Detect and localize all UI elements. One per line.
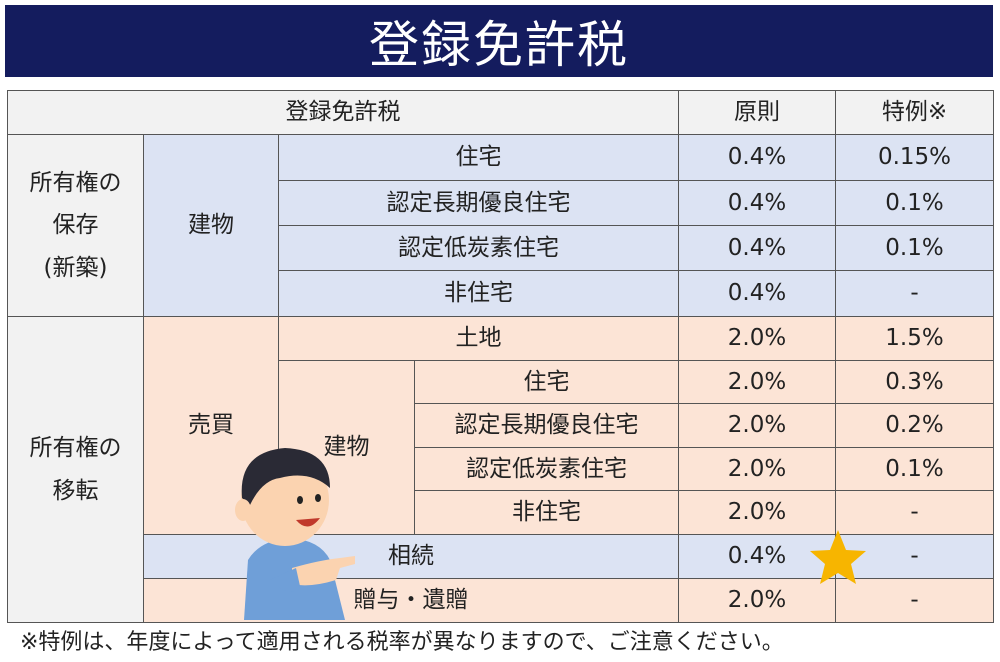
base-rate: 0.4% (678, 180, 836, 226)
item-cell-text: 非住宅 (444, 280, 513, 307)
item-cell-text: 相続 (388, 543, 434, 570)
item-cell-text: 住宅 (455, 144, 502, 171)
header-cell-text: 特例※ (881, 99, 948, 126)
base-rate: 0.4% (678, 270, 836, 317)
group-label-text: 所有権の (29, 434, 122, 461)
base-rate-text: 0.4% (727, 189, 787, 216)
sub-group-text: 建物 (323, 434, 370, 461)
header-cell: 原則 (678, 90, 836, 135)
base-rate-text: 0.4% (727, 144, 787, 171)
title: 登録免許税 (369, 16, 629, 74)
special-rate-text: - (910, 499, 919, 526)
base-rate-text: 0.4% (727, 543, 787, 570)
item-cell-text: 認定長期優良住宅 (386, 189, 571, 216)
base-rate: 0.4% (678, 134, 836, 181)
base-rate-text: 2.0% (727, 455, 787, 482)
special-rate-text: - (910, 587, 919, 614)
sub-group-text: 売買 (188, 412, 234, 439)
header-cell-text: 原則 (734, 99, 780, 126)
special-rate-text: 0.1% (885, 234, 944, 261)
star (810, 530, 866, 584)
group-label-text: 所有権の (29, 169, 122, 196)
special-rate: 0.1% (835, 180, 994, 226)
group-label-text: (新築) (43, 254, 108, 281)
special-rate: - (835, 534, 994, 579)
special-rate-text: - (910, 280, 919, 307)
base-rate: 2.0% (678, 360, 836, 404)
special-rate-text: 0.2% (885, 412, 944, 439)
item-cell: 相続 (143, 534, 679, 579)
base-rate: 2.0% (678, 490, 836, 535)
special-rate-text: 0.15% (877, 144, 952, 171)
item-cell: 認定長期優良住宅 (414, 403, 679, 448)
header-cell-text: 登録免許税 (285, 99, 401, 126)
item-cell: 住宅 (278, 134, 679, 181)
item-cell-text: 認定長期優良住宅 (454, 412, 639, 439)
group-label: 所有権の保存 (新築) (7, 134, 144, 317)
special-rate-text: 0.1% (885, 455, 944, 482)
item-cell: 非住宅 (414, 490, 679, 535)
special-rate-text: 0.3% (885, 368, 944, 395)
base-rate-text: 2.0% (727, 325, 787, 352)
base-rate-text: 0.4% (727, 280, 787, 307)
item-cell: 認定長期優良住宅 (278, 180, 679, 226)
special-rate: 0.1% (835, 225, 994, 271)
special-rate-text: - (910, 543, 919, 570)
base-rate-text: 2.0% (727, 412, 787, 439)
item-cell-text: 認定低炭素住宅 (466, 455, 627, 482)
special-rate-text: 1.5% (885, 325, 944, 352)
title-bar: 登録免許税 (5, 5, 993, 77)
item-cell: 住宅 (414, 360, 679, 404)
base-rate: 2.0% (678, 447, 836, 491)
item-cell: 贈与・遺贈 (143, 578, 679, 623)
group-label-text: 移転 (52, 477, 99, 504)
base-rate: 2.0% (678, 578, 836, 623)
item-cell-text: 住宅 (523, 368, 570, 395)
item-cell-text: 非住宅 (512, 499, 581, 526)
special-rate: 0.15% (835, 134, 994, 181)
base-rate-text: 2.0% (727, 587, 787, 614)
sub-group-text: 建物 (188, 212, 234, 239)
special-rate-text: 0.1% (885, 189, 944, 216)
base-rate-text: 2.0% (727, 368, 787, 395)
item-cell-text: 認定低炭素住宅 (398, 234, 559, 261)
character (235, 448, 355, 620)
special-rate: 0.2% (835, 403, 994, 448)
item-cell: 認定低炭素住宅 (414, 447, 679, 491)
special-rate: 0.1% (835, 447, 994, 491)
special-rate: - (835, 578, 994, 623)
base-rate-text: 2.0% (727, 499, 787, 526)
base-rate: 2.0% (678, 316, 836, 361)
item-cell-text: 贈与・遺贈 (353, 587, 469, 614)
sub-group: 建物 (143, 134, 279, 317)
footnote: ※特例は、年度によって適用される税率が異なりますので、ご注意ください。 (20, 630, 784, 655)
base-rate: 0.4% (678, 225, 836, 271)
item-cell: 認定低炭素住宅 (278, 225, 679, 271)
special-rate: - (835, 490, 994, 535)
item-cell-text: 土地 (455, 325, 502, 352)
base-rate-text: 0.4% (727, 234, 787, 261)
item-cell: 土地 (278, 316, 679, 361)
group-label-text: 保存 (52, 212, 99, 239)
